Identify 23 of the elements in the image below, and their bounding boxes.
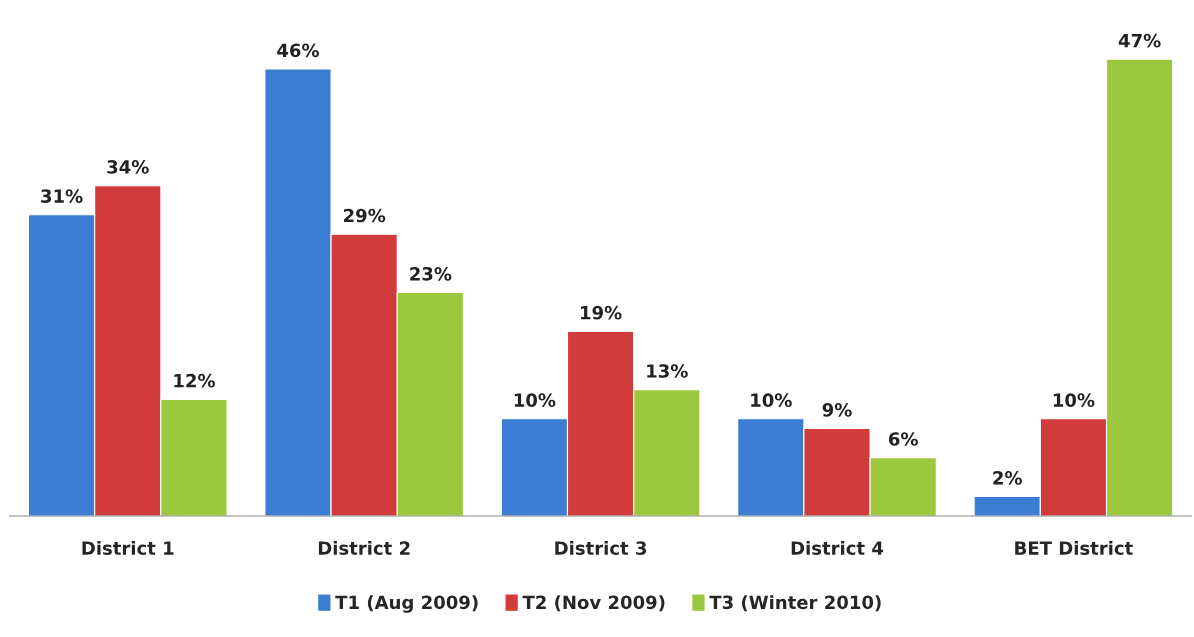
data-label: 46% bbox=[277, 43, 320, 58]
x-tick-label: District 3 bbox=[555, 540, 647, 555]
data-label: 10% bbox=[514, 393, 556, 407]
x-tick-label: BET District bbox=[1015, 540, 1133, 555]
data-label: 12% bbox=[174, 373, 215, 388]
legend-label: T3 (Winter 2010) bbox=[709, 595, 881, 612]
data-label: 13% bbox=[647, 364, 688, 378]
data-label: 9% bbox=[822, 403, 852, 417]
data-label: 31% bbox=[41, 189, 83, 203]
data-label: 10% bbox=[751, 393, 792, 407]
data-label: 19% bbox=[581, 305, 622, 320]
data-label: 6% bbox=[888, 432, 918, 446]
legend-label: T2 (Nov 2009) bbox=[522, 595, 665, 612]
data-label: 2% bbox=[993, 471, 1022, 485]
x-tick-label: District 1 bbox=[82, 540, 174, 555]
x-tick-label: District 4 bbox=[791, 540, 884, 555]
data-label: 47% bbox=[1118, 33, 1161, 48]
data-label: 10% bbox=[1053, 393, 1095, 407]
data-label: 29% bbox=[343, 208, 386, 223]
legend-label: T1 (Aug 2009) bbox=[335, 595, 478, 613]
x-tick-label: District 2 bbox=[318, 540, 410, 555]
data-label: 34% bbox=[107, 160, 149, 174]
data-label: 23% bbox=[410, 266, 452, 281]
